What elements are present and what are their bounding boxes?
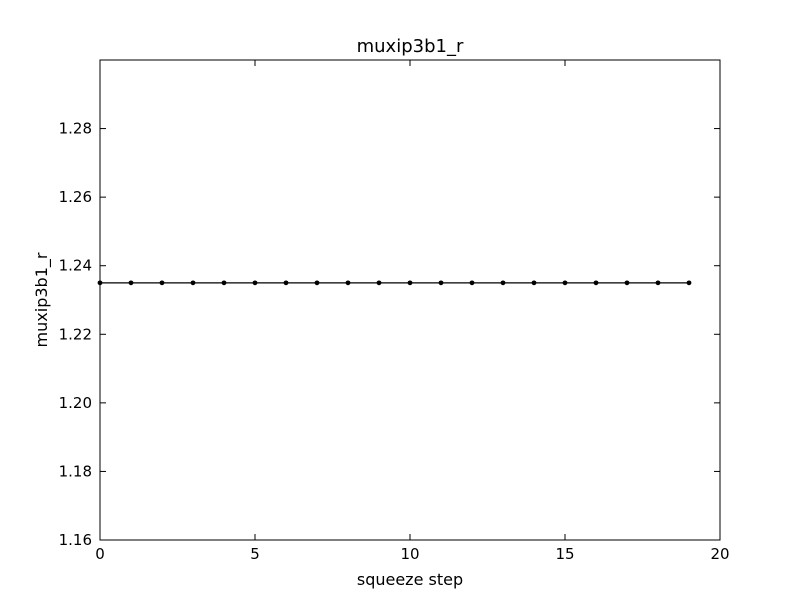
chart-title: muxip3b1_r: [357, 36, 464, 57]
data-point: [407, 280, 413, 286]
y-tick-label: 1.18: [59, 462, 92, 480]
data-point: [593, 280, 599, 286]
x-axis-label: squeeze step: [357, 570, 463, 589]
y-axis-label: muxip3b1_r: [32, 252, 52, 347]
x-tick-label: 10: [400, 545, 419, 563]
data-point: [531, 280, 537, 286]
data-point: [345, 280, 351, 286]
x-tick-label: 0: [95, 545, 105, 563]
data-point: [190, 280, 196, 286]
series-layer: [97, 280, 692, 286]
x-tick-label: 5: [250, 545, 260, 563]
plot-area: [100, 60, 720, 540]
y-tick-label: 1.26: [59, 188, 92, 206]
data-point: [686, 280, 692, 286]
data-point: [252, 280, 258, 286]
y-axis-ticks: 1.16 1.18 1.20 1.22 1.24 1.26 1.28: [59, 120, 720, 549]
plot-frame: [99, 59, 721, 541]
data-point: [438, 280, 444, 286]
x-tick-label: 20: [710, 545, 729, 563]
data-point: [221, 280, 227, 286]
y-tick-label: 1.22: [59, 325, 92, 343]
data-point: [469, 280, 475, 286]
x-tick-label: 15: [555, 545, 574, 563]
data-point: [655, 280, 661, 286]
data-point: [624, 280, 630, 286]
data-point: [314, 280, 320, 286]
y-tick-label: 1.16: [59, 531, 92, 549]
data-point: [562, 280, 568, 286]
data-point: [159, 280, 165, 286]
y-tick-label: 1.20: [59, 394, 92, 412]
x-axis-ticks: 0 5 10 15 20: [95, 60, 730, 563]
data-point: [500, 280, 506, 286]
data-point: [128, 280, 134, 286]
data-point: [376, 280, 382, 286]
y-tick-label: 1.24: [59, 257, 92, 275]
data-point: [283, 280, 289, 286]
y-tick-label: 1.28: [59, 120, 92, 138]
